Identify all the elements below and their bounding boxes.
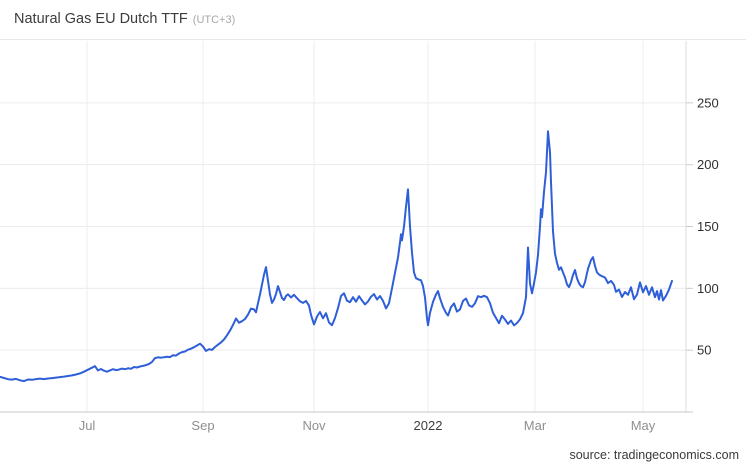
y-axis-label: 100 bbox=[697, 281, 719, 296]
x-axis-label: Mar bbox=[524, 418, 547, 433]
source-attribution: source: tradingeconomics.com bbox=[569, 448, 739, 462]
chart-title: Natural Gas EU Dutch TTF (UTC+3) bbox=[14, 11, 235, 27]
x-axis-label: Jul bbox=[79, 418, 96, 433]
x-axis-label: May bbox=[631, 418, 656, 433]
chart-timezone-label: (UTC+3) bbox=[192, 14, 236, 26]
chart-title-text: Natural Gas EU Dutch TTF bbox=[14, 11, 188, 27]
chart-header: Natural Gas EU Dutch TTF (UTC+3) bbox=[0, 0, 746, 40]
y-axis-label: 200 bbox=[697, 157, 719, 172]
x-axis-label: Nov bbox=[302, 418, 326, 433]
y-axis-label: 250 bbox=[697, 95, 719, 110]
price-line-series bbox=[0, 130, 673, 383]
y-axis-label: 150 bbox=[697, 219, 719, 234]
x-axis-label: Sep bbox=[191, 418, 214, 433]
x-axis-label: 2022 bbox=[414, 418, 443, 433]
y-axis-label: 50 bbox=[697, 343, 711, 358]
